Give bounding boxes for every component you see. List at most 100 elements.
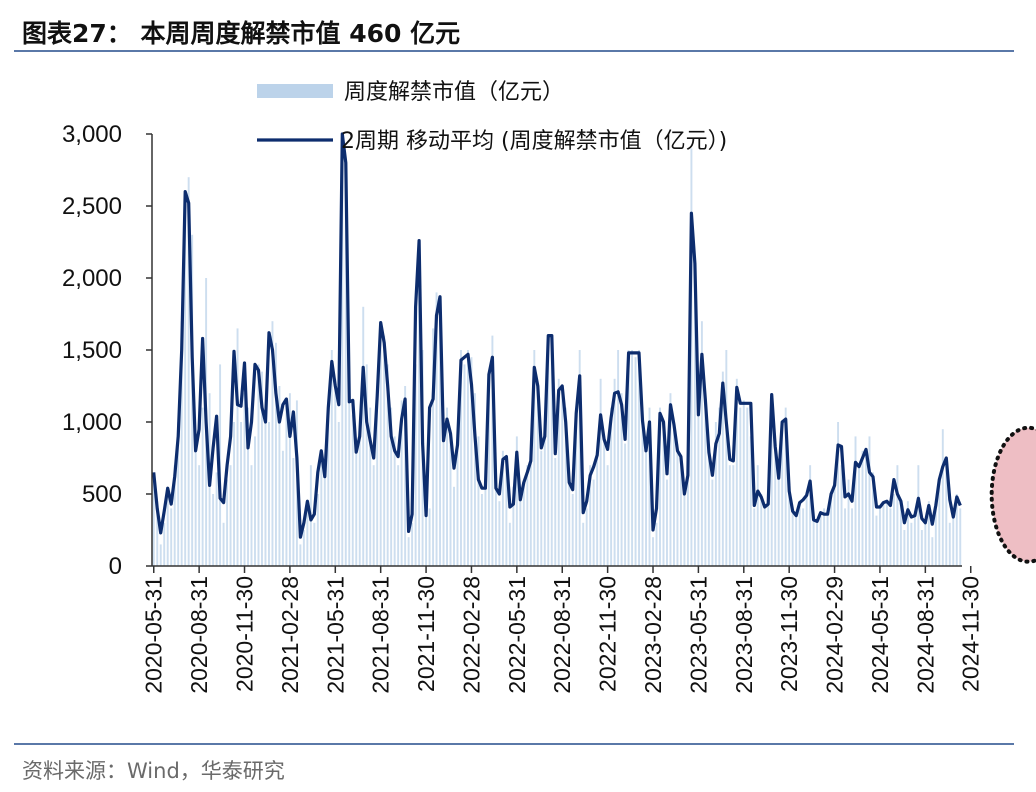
bar <box>281 450 284 566</box>
bar <box>362 306 365 566</box>
bar <box>156 501 159 566</box>
x-tick-label: 2024-11-30 <box>958 576 984 692</box>
legend-line-label: 2周期 移动平均 (周度解禁市值（亿元）) <box>341 129 727 154</box>
bar <box>456 450 459 566</box>
bar <box>868 436 871 566</box>
bar <box>927 501 930 566</box>
bar <box>170 508 173 566</box>
bar <box>515 436 518 566</box>
bar <box>543 436 546 566</box>
bar <box>837 422 840 566</box>
bar <box>173 465 176 566</box>
bar <box>414 364 417 566</box>
bar <box>770 400 773 566</box>
bar <box>302 530 305 566</box>
bar <box>599 378 602 566</box>
bar <box>407 537 410 566</box>
bar <box>767 501 770 566</box>
bar <box>554 458 557 566</box>
bar <box>358 429 361 566</box>
bar <box>756 465 759 566</box>
bar <box>404 386 407 566</box>
bar <box>240 422 242 566</box>
bar <box>662 422 665 566</box>
bar <box>728 465 731 566</box>
bar <box>826 515 829 566</box>
bar <box>578 350 581 566</box>
bar <box>355 450 358 566</box>
bar <box>693 278 696 566</box>
bar <box>191 234 194 567</box>
bar <box>439 306 441 566</box>
bar <box>519 494 522 566</box>
bar <box>316 494 319 566</box>
bar <box>613 378 616 566</box>
bar <box>645 450 647 566</box>
bar <box>955 494 958 566</box>
y-tick-label: 2,500 <box>62 193 122 220</box>
bar <box>833 479 836 566</box>
bar <box>812 515 815 566</box>
bar <box>809 465 812 566</box>
bar <box>875 515 878 566</box>
bar <box>603 436 606 566</box>
y-tick-label: 0 <box>109 553 122 580</box>
bar <box>931 537 934 566</box>
top-rule <box>14 50 1014 52</box>
bar <box>913 515 916 566</box>
x-tick-label: 2023-05-31 <box>685 576 711 694</box>
bar <box>575 407 578 566</box>
bar <box>505 465 508 566</box>
bar <box>337 422 340 566</box>
bar <box>323 465 326 566</box>
bar <box>610 407 613 566</box>
bar <box>885 501 888 566</box>
bar <box>854 436 857 566</box>
bar <box>641 407 644 566</box>
x-tick-label: 2022-02-28 <box>459 576 485 694</box>
x-tick-label: 2021-11-30 <box>413 576 439 692</box>
bar <box>268 422 270 566</box>
bar <box>941 429 944 566</box>
ma-line <box>152 132 962 539</box>
bar <box>341 134 344 566</box>
bar <box>865 450 867 566</box>
bar <box>376 386 379 566</box>
bar <box>547 335 550 566</box>
bar <box>320 450 323 566</box>
bar <box>348 393 351 566</box>
x-tick-label: 2023-02-28 <box>640 576 666 694</box>
x-tick-label: 2024-08-31 <box>912 576 938 694</box>
x-tick-label: 2022-08-31 <box>549 576 575 694</box>
bar <box>446 407 448 566</box>
bar <box>393 436 396 566</box>
bar <box>669 393 672 566</box>
bar <box>830 494 833 566</box>
bar <box>652 537 654 566</box>
bar <box>844 508 846 566</box>
source-note: 资料来源：Wind，华泰研究 <box>22 759 285 783</box>
bar <box>568 479 571 566</box>
bar <box>648 407 651 566</box>
bar <box>418 249 421 566</box>
bar <box>292 458 295 566</box>
bar <box>903 530 906 566</box>
bar <box>540 450 543 566</box>
bar <box>952 515 955 566</box>
bar <box>536 393 539 566</box>
bar <box>386 364 389 566</box>
y-tick-label: 1,000 <box>62 409 122 436</box>
bar <box>920 530 923 566</box>
bar <box>379 321 382 566</box>
bar <box>742 400 745 566</box>
bar <box>627 350 630 566</box>
x-tick-label: 2020-11-30 <box>232 576 258 692</box>
bar <box>557 378 560 566</box>
bar <box>166 494 169 566</box>
bar <box>473 393 476 566</box>
bar <box>372 465 375 566</box>
bar <box>805 494 808 566</box>
bar <box>938 479 941 566</box>
